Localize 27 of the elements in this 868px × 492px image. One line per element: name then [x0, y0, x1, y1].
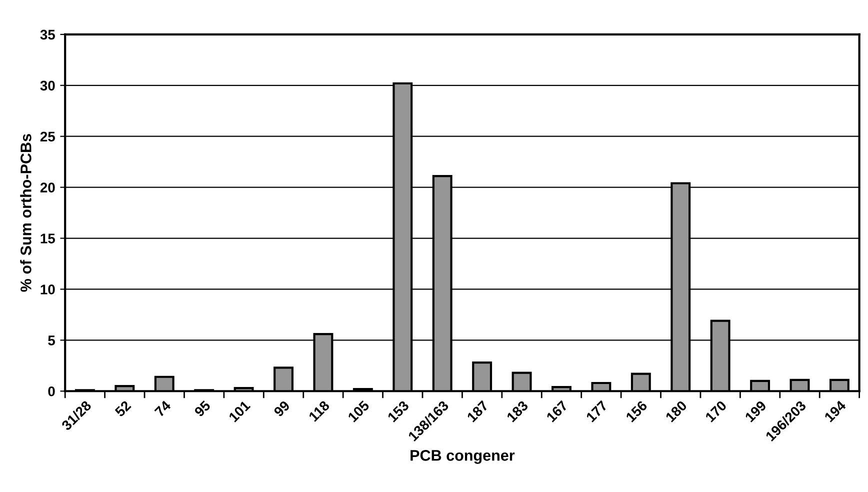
y-tick-label: 35 — [40, 30, 55, 40]
x-tick-label: 95 — [194, 400, 212, 418]
x-tick-label: 167 — [546, 400, 568, 422]
x-tick-label: 187 — [466, 400, 489, 422]
x-tick-label: 194 — [824, 400, 847, 422]
x-tick-label: 74 — [154, 400, 172, 418]
x-tick-label: 118 — [308, 400, 330, 422]
x-tick-label: 99 — [273, 400, 290, 418]
y-tick-label: 25 — [40, 132, 55, 142]
x-tick-label: 156 — [625, 400, 648, 422]
x-tick-label: 183 — [506, 400, 529, 422]
x-tick-label: 177 — [586, 400, 608, 422]
x-tick-label: 170 — [704, 400, 728, 422]
x-tick-label: 52 — [114, 400, 132, 418]
y-tick-label: 5 — [48, 336, 55, 346]
x-tick-label: 199 — [744, 400, 767, 422]
x-tick-label: 180 — [665, 400, 688, 422]
y-tick-label: 0 — [48, 386, 55, 396]
y-tick-label: 10 — [40, 284, 55, 294]
x-tick-label: 153 — [387, 400, 410, 422]
x-tick-label: 105 — [347, 400, 370, 422]
y-tick-label: 20 — [40, 182, 55, 192]
y-axis-title: % of Sum ortho-PCBs — [20, 134, 32, 292]
x-tick-label: 101 — [228, 400, 251, 422]
y-tick-label: 15 — [40, 234, 55, 244]
y-tick-label: 30 — [40, 80, 55, 91]
x-axis-title: PCB congener — [410, 450, 515, 464]
